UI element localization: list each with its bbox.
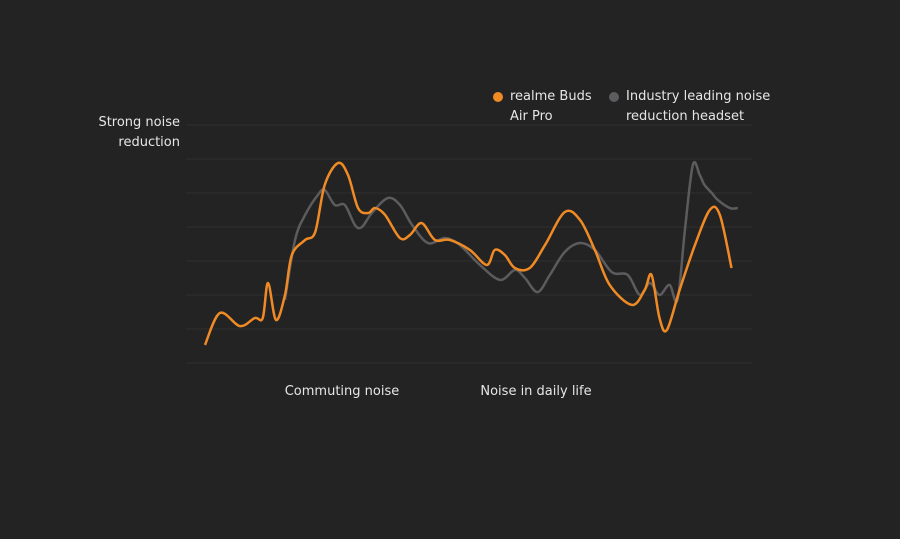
line [203, 161, 733, 346]
annotation: Commuting noise [284, 384, 400, 399]
line [283, 160, 738, 304]
y-label: Strong noise reduction [98, 115, 180, 150]
annotation: Noise in daily life [480, 384, 592, 399]
legend-label: Industry leading noise reduction headset [626, 89, 771, 124]
legend-label: realme Buds Air Pro [510, 89, 592, 124]
legend-marker [609, 92, 619, 102]
legend-marker [493, 92, 503, 102]
